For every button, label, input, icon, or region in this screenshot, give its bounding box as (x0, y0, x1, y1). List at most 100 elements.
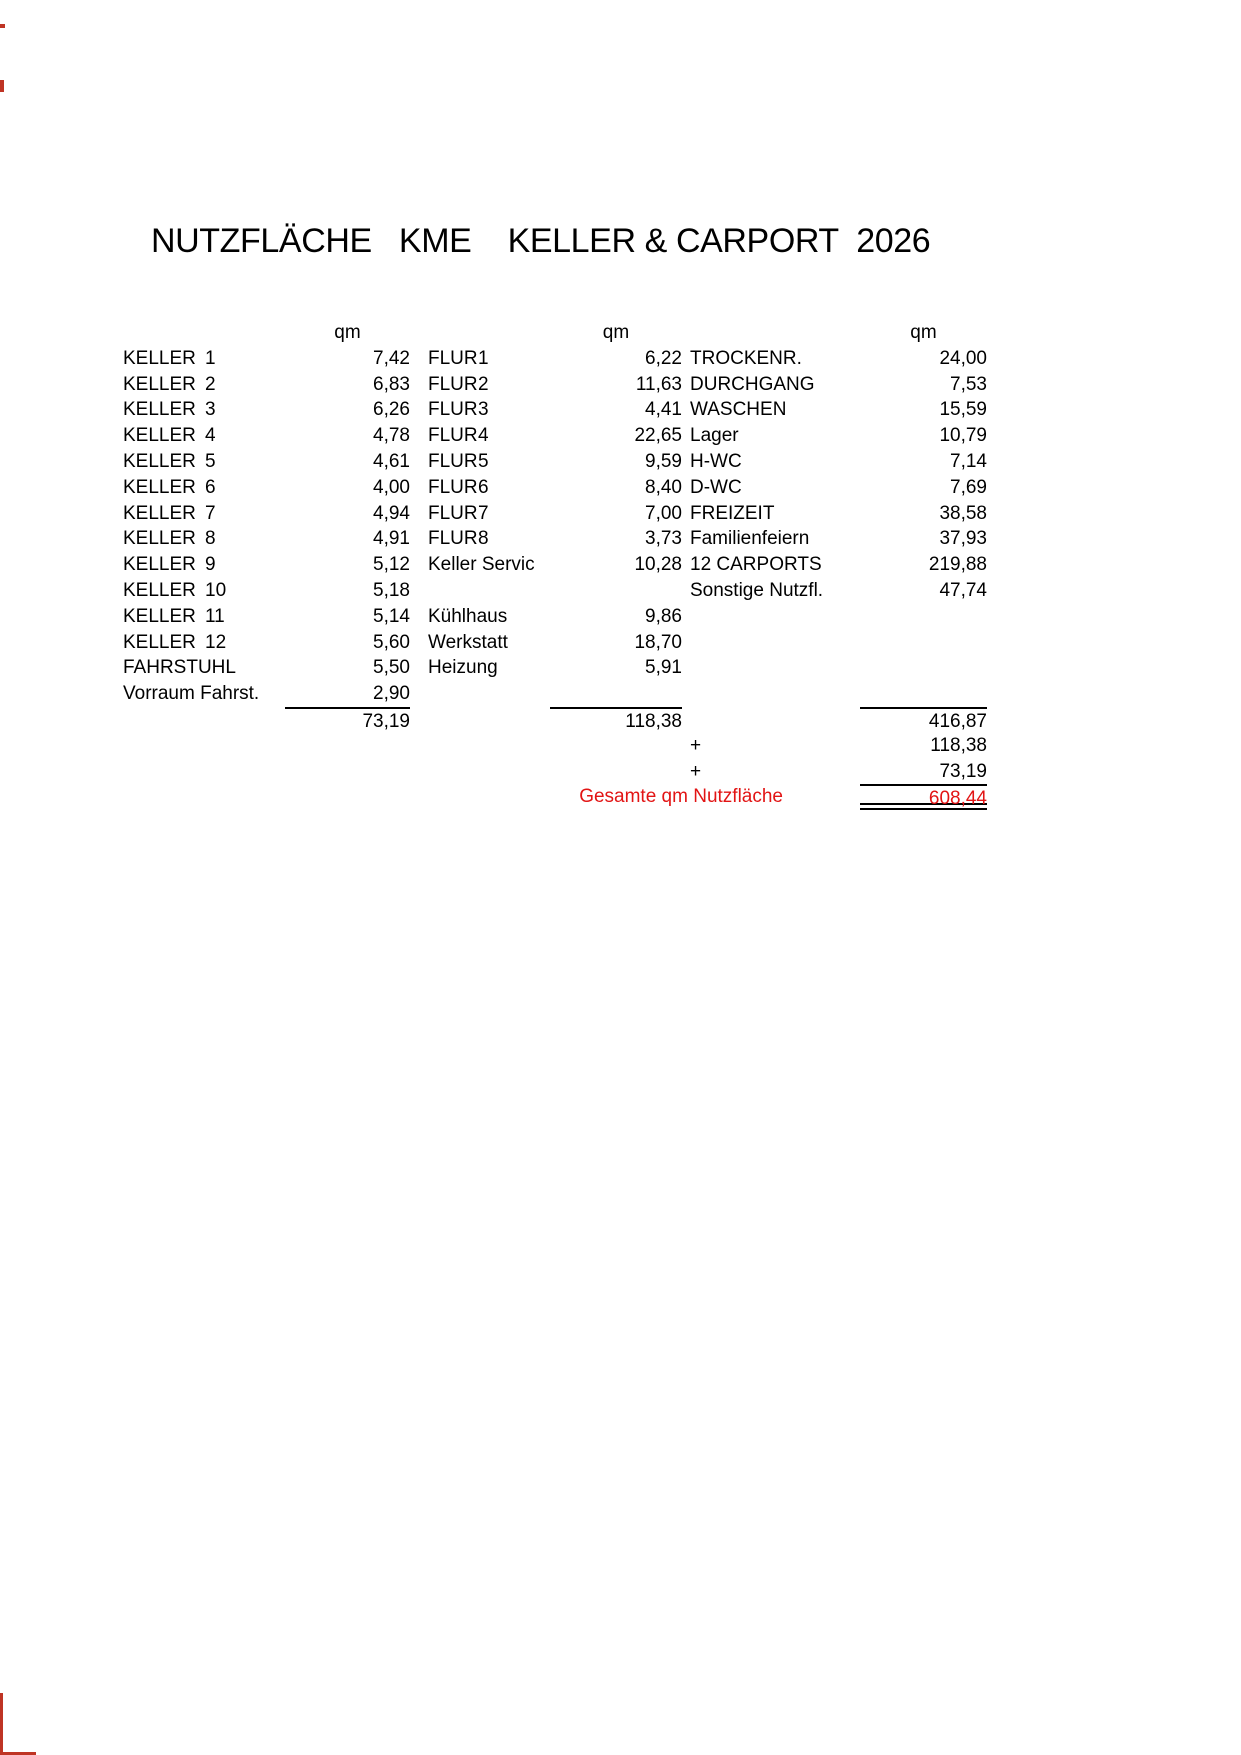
room-name-col1: KELLER (123, 528, 196, 550)
scan-mark-bottom-left-horizontal (0, 1752, 36, 1755)
room-name-col3: H-WC (690, 450, 742, 472)
room-name-col2: FLUR (428, 450, 478, 472)
room-area-col2: 7,00 (645, 502, 682, 524)
room-name-col3: TROCKENR. (690, 347, 802, 369)
room-name-col1: KELLER (123, 476, 196, 498)
room-name-col3: D-WC (690, 476, 742, 498)
room-area-col2 (550, 681, 682, 707)
table-row: FAHRSTUHL 5,50 Heizung 5,91 (123, 655, 987, 681)
room-name-col3 (690, 681, 860, 707)
room-number-col2: 2 (478, 373, 489, 395)
room-number-col2: 7 (478, 502, 489, 524)
room-number-col1: 3 (205, 399, 216, 421)
room-name-col2: FLUR (428, 399, 478, 421)
room-number-col1: 12 (205, 631, 227, 653)
room-number-col1: 5 (205, 450, 216, 472)
area-table: qm qm qm KELLER 1 7,42 FLUR1 6,22 TROCKEN… (123, 320, 987, 811)
room-name-col2: Keller Servic (428, 554, 535, 576)
room-name-col1: KELLER (123, 605, 196, 627)
room-number-col2: 5 (478, 450, 489, 472)
room-area-col3 (860, 630, 987, 656)
room-area-col1: 7,42 (373, 347, 410, 369)
room-name-col2: Kühlhaus (428, 605, 508, 627)
room-area-col1: 4,00 (373, 476, 410, 498)
room-name-col3 (690, 655, 860, 681)
room-name-col1: KELLER (123, 373, 196, 395)
scan-mark-left-edge (0, 80, 4, 92)
room-area-col3: 38,58 (939, 502, 987, 524)
table-row: KELLER 10 5,18 Sonstige Nutzfl. 47,74 (123, 578, 987, 604)
room-name-col3: Familienfeiern (690, 528, 810, 550)
unit-header-row: qm qm qm (123, 320, 987, 346)
room-area-col1: 5,14 (373, 605, 410, 627)
table-row: Vorraum Fahrst. 2,90 (123, 681, 987, 707)
room-area-col1: 5,18 (373, 579, 410, 601)
room-area-col1: 5,50 (373, 657, 410, 679)
unit-header-qm-col1: qm (334, 322, 361, 343)
table-row: KELLER 7 4,94 FLUR7 7,00 FREIZEIT 38,58 (123, 501, 987, 527)
room-name-col3 (690, 604, 860, 630)
subtotal-col2: 118,38 (550, 706, 682, 733)
table-row: KELLER 9 5,12 Keller Servic 10,28 12 CARP… (123, 552, 987, 578)
room-area-col2: 8,40 (645, 476, 682, 498)
addition-value: 73,19 (939, 760, 987, 782)
room-area-col3 (860, 655, 987, 681)
room-number-col2: 6 (478, 476, 489, 498)
room-name-col1: KELLER (123, 425, 196, 447)
room-number-col1: 9 (205, 554, 216, 576)
room-name-col2: FLUR (428, 502, 478, 524)
room-area-col2: 9,86 (645, 605, 682, 627)
grand-total-value: 608,44 (860, 784, 987, 811)
subtotal-col1: 73,19 (285, 706, 410, 733)
room-name-col1: KELLER (123, 631, 196, 653)
room-area-col3: 10,79 (939, 425, 987, 447)
room-area-col3: 219,88 (928, 554, 987, 576)
unit-header-qm-col2: qm (602, 322, 630, 343)
table-row: KELLER 2 6,83 FLUR2 11,63 DURCHGANG 7,53 (123, 372, 987, 398)
plus-operator: + (690, 734, 702, 756)
table-row: KELLER 6 4,00 FLUR6 8,40 D-WC 7,69 (123, 475, 987, 501)
room-area-col3: 24,00 (939, 347, 987, 369)
room-number-col1: 8 (205, 528, 216, 550)
room-area-col1: 4,61 (373, 450, 410, 472)
room-name-col1: KELLER (123, 502, 196, 524)
room-number-col1: 4 (205, 425, 216, 447)
room-name-col1: KELLER (123, 554, 196, 576)
room-area-col3: 7,53 (950, 373, 987, 395)
plus-operator: + (690, 760, 702, 782)
unit-header-qm-col3: qm (910, 322, 937, 343)
room-area-col3 (860, 604, 987, 630)
room-number-col2: 1 (478, 347, 489, 369)
room-name-col3: Lager (690, 425, 739, 447)
grand-total-label: Gesamte qm Nutzfläche (579, 786, 783, 808)
room-area-col2: 18,70 (634, 631, 682, 653)
addition-value: 118,38 (930, 734, 987, 756)
subtotal-col3: 416,87 (860, 706, 987, 733)
room-number-col1: 2 (205, 373, 216, 395)
room-area-col3: 47,74 (939, 579, 987, 601)
table-row: KELLER 4 4,78 FLUR4 22,65 Lager 10,79 (123, 423, 987, 449)
room-name-col3 (690, 630, 860, 656)
table-row: KELLER 12 5,60 Werkstatt 18,70 (123, 630, 987, 656)
room-number-col1: 6 (205, 476, 216, 498)
room-area-col2: 3,73 (645, 528, 682, 550)
room-number-col1: 10 (205, 579, 227, 601)
room-area-col3: 7,14 (950, 450, 987, 472)
page-title: NUTZFLÄCHE KME KELLER & CARPORT 2026 (151, 222, 931, 260)
room-area-col3: 15,59 (939, 399, 987, 421)
room-name-col2: Heizung (428, 657, 498, 679)
room-area-col1: 6,83 (373, 373, 410, 395)
room-area-col3: 37,93 (939, 528, 987, 550)
room-number-col2: 8 (478, 528, 489, 550)
table-body: KELLER 1 7,42 FLUR1 6,22 TROCKENR. 24,00 … (123, 346, 987, 707)
room-area-col1: 4,78 (373, 425, 410, 447)
room-area-col2: 11,63 (635, 373, 682, 395)
table-row: KELLER 5 4,61 FLUR5 9,59 H-WC 7,14 (123, 449, 987, 475)
addition-row: + 118,38 (123, 733, 987, 759)
room-name-col2: FLUR (428, 528, 478, 550)
room-area-col1: 4,94 (373, 502, 410, 524)
table-row: KELLER 8 4,91 FLUR8 3,73 Familienfeiern 3… (123, 526, 987, 552)
room-number-col2: 4 (478, 425, 489, 447)
room-name-col1: KELLER (123, 399, 196, 421)
room-number-col2: 3 (478, 399, 489, 421)
